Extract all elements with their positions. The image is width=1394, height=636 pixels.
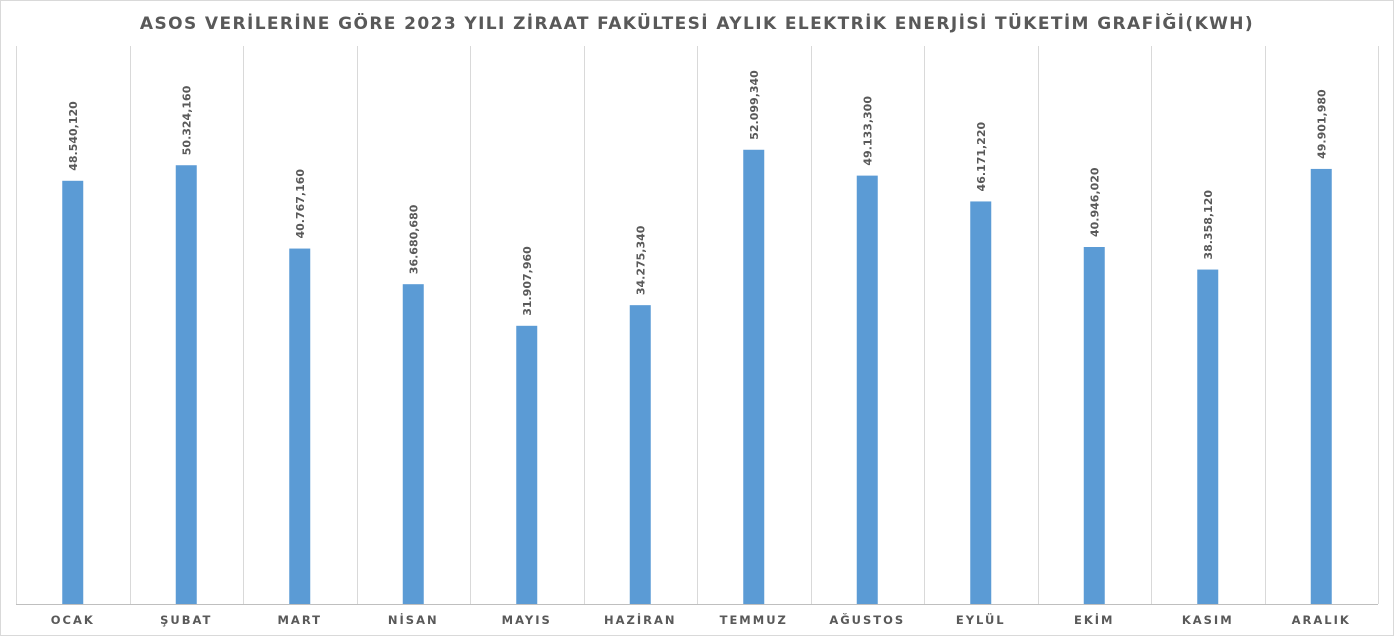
x-tick-label: OCAK xyxy=(51,613,95,627)
bar-4 xyxy=(402,284,424,604)
data-label: 49.133,300 xyxy=(861,96,874,166)
x-tick-label: ARALIK xyxy=(1292,613,1351,627)
bar-12 xyxy=(1310,168,1332,604)
data-label: 49.901,980 xyxy=(1315,89,1328,159)
data-label: 50.324,160 xyxy=(180,85,193,155)
data-label: 36.680,680 xyxy=(407,204,420,274)
chart-title: ASOS VERİLERİNE GÖRE 2023 YILI ZİRAAT FA… xyxy=(139,14,1255,34)
bar-1 xyxy=(62,180,84,604)
x-tick-label: KASIM xyxy=(1182,613,1234,627)
x-tick-label: MAYIS xyxy=(502,613,552,627)
bar-7 xyxy=(743,149,765,604)
x-tick-label: EKİM xyxy=(1074,612,1115,627)
x-tick-label: HAZİRAN xyxy=(604,612,677,627)
x-tick-label: ŞUBAT xyxy=(160,613,212,627)
data-label: 48.540,120 xyxy=(67,101,80,171)
data-label: 31.907,960 xyxy=(521,246,534,316)
bar-6 xyxy=(629,305,651,604)
bar-2 xyxy=(175,165,197,604)
x-tick-label: AĞUSTOS xyxy=(829,612,905,627)
bar-10 xyxy=(1083,247,1105,604)
bar-3 xyxy=(289,248,311,604)
x-tick-label: NİSAN xyxy=(388,612,439,627)
data-label: 52.099,340 xyxy=(748,70,761,140)
data-label: 34.275,340 xyxy=(634,225,647,295)
bar-5 xyxy=(516,325,538,604)
data-label: 38.358,120 xyxy=(1202,190,1215,260)
data-label: 40.767,160 xyxy=(294,169,307,239)
bar-11 xyxy=(1197,269,1219,604)
bar-8 xyxy=(856,175,878,605)
bar-9 xyxy=(970,201,992,604)
x-tick-label: TEMMUZ xyxy=(720,613,788,627)
x-tick-label: MART xyxy=(277,613,322,627)
data-label: 40.946,020 xyxy=(1088,167,1101,237)
data-label: 46.171,220 xyxy=(975,122,988,192)
x-tick-label: EYLÜL xyxy=(956,612,1006,627)
